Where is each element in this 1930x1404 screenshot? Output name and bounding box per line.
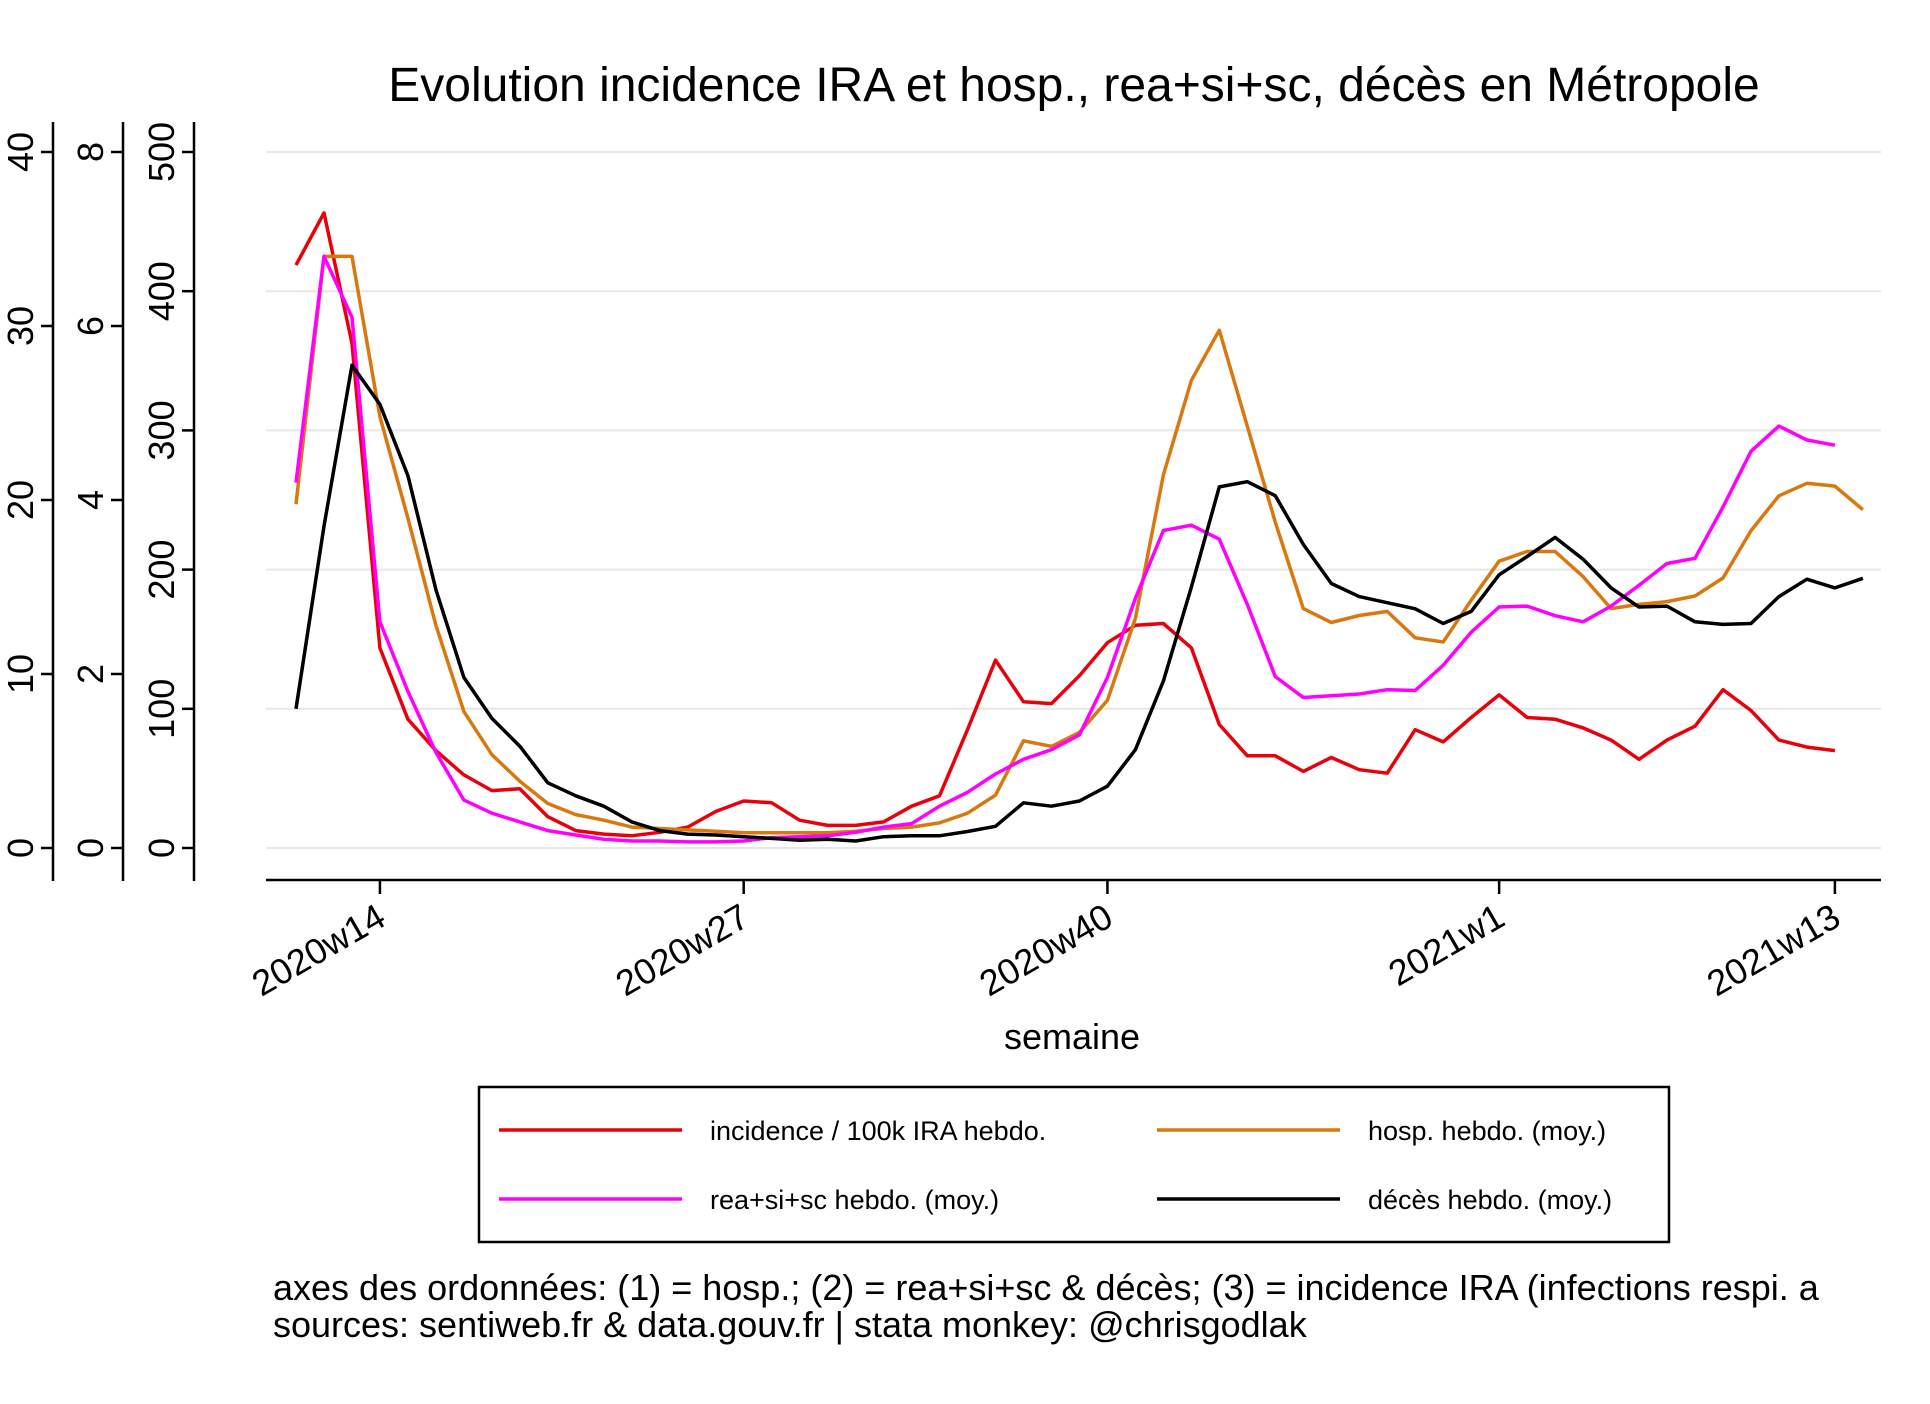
legend-label: hosp. hebdo. (moy.) <box>1368 1116 1606 1146</box>
y-tick-label: 300 <box>141 400 182 460</box>
y-tick-label: 6 <box>70 316 111 336</box>
y-tick-label: 2 <box>70 664 111 684</box>
y-tick-label: 200 <box>141 540 182 600</box>
y-tick-label: 30 <box>0 306 41 346</box>
legend-box <box>477 1085 1671 1244</box>
legend-label: décès hebdo. (moy.) <box>1368 1185 1612 1215</box>
y-tick-label: 8 <box>70 142 111 162</box>
y-tick-label: 400 <box>141 261 182 321</box>
legend-label: rea+si+sc hebdo. (moy.) <box>710 1185 999 1215</box>
legend: incidence / 100k IRA hebdo. hosp. hebdo. … <box>477 1085 1671 1244</box>
y-tick-label: 500 <box>141 122 182 182</box>
y-tick-label: 10 <box>0 654 41 694</box>
chart-title: Evolution incidence IRA et hosp., rea+si… <box>388 59 1759 112</box>
series-line-d-c-s <box>294 363 1864 843</box>
note-line-1: axes des ordonnées: (1) = hosp.; (2) = r… <box>273 1267 1820 1308</box>
y-tick-label: 40 <box>0 132 41 172</box>
note-line-2: sources: sentiweb.fr & data.gouv.fr | st… <box>273 1304 1308 1345</box>
y-tick-label: 100 <box>141 679 182 739</box>
y-tick-label: 0 <box>0 838 41 858</box>
series-line-incidence <box>294 211 1836 838</box>
y-tick-label: 0 <box>70 838 111 858</box>
gridlines <box>266 151 1881 849</box>
series-lines <box>294 211 1865 844</box>
y-tick-label: 0 <box>141 838 182 858</box>
series-line-rea-si-sc <box>294 254 1836 844</box>
y-tick-label: 20 <box>0 480 41 520</box>
y-tick-label: 4 <box>70 490 111 510</box>
x-axis-label: semaine <box>1004 1016 1140 1057</box>
legend-label: incidence / 100k IRA hebdo. <box>710 1116 1046 1146</box>
